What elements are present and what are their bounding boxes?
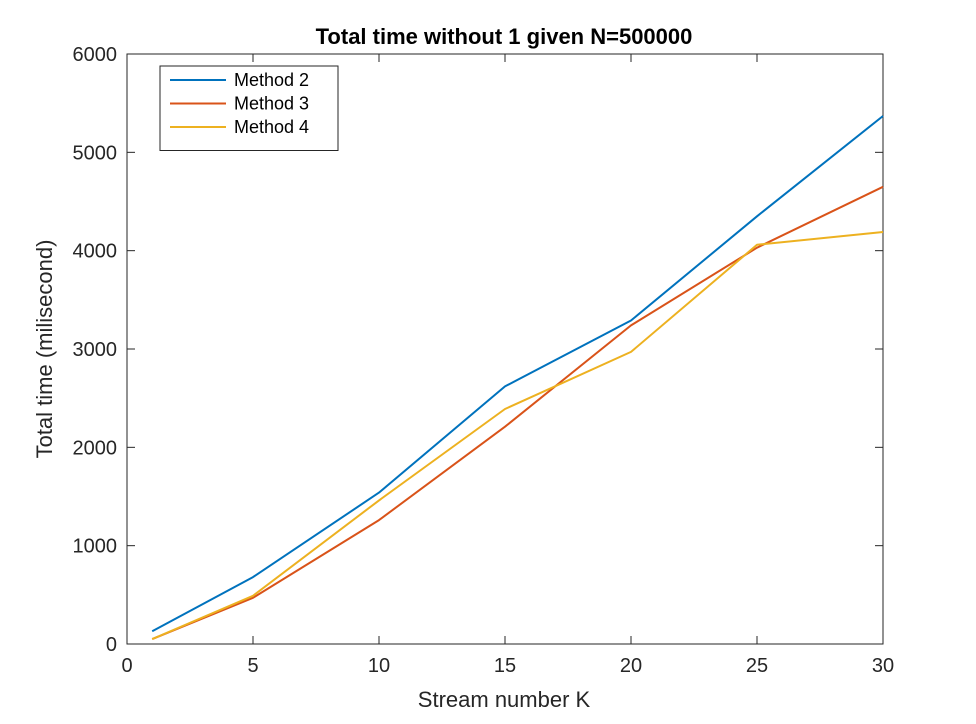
x-tick-label: 25 xyxy=(746,655,768,677)
legend-entry-label: Method 4 xyxy=(234,117,309,137)
y-tick-label: 2000 xyxy=(73,437,118,459)
series-line-method-3 xyxy=(151,185,884,641)
x-tick-label: 20 xyxy=(620,655,642,677)
y-tick-label: 6000 xyxy=(73,44,118,66)
y-axis-label: Total time (milisecond) xyxy=(32,240,57,459)
chart-title: Total time without 1 given N=500000 xyxy=(316,24,693,49)
y-tick-label: 0 xyxy=(106,634,117,656)
x-tick-label: 15 xyxy=(494,655,516,677)
series-line-method-2 xyxy=(151,115,884,633)
x-tick-label: 30 xyxy=(872,655,894,677)
x-axis-label: Stream number K xyxy=(418,687,591,712)
y-tick-label: 3000 xyxy=(73,339,118,361)
x-tick-label: 5 xyxy=(247,655,258,677)
series-line-method-4 xyxy=(151,231,884,641)
y-tick-label: 4000 xyxy=(73,241,118,263)
y-tick-label: 1000 xyxy=(73,536,118,558)
y-tick-label: 5000 xyxy=(73,142,118,164)
plot-area: 0 5 10 15 20 25 30 0 1000 2000 3000 4000 5000 6000 Met… xyxy=(73,44,895,677)
x-tick-label: 0 xyxy=(121,655,132,677)
legend-entry-label: Method 2 xyxy=(234,70,309,90)
legend-entry-label: Method 3 xyxy=(234,94,309,114)
x-tick-label: 10 xyxy=(368,655,390,677)
